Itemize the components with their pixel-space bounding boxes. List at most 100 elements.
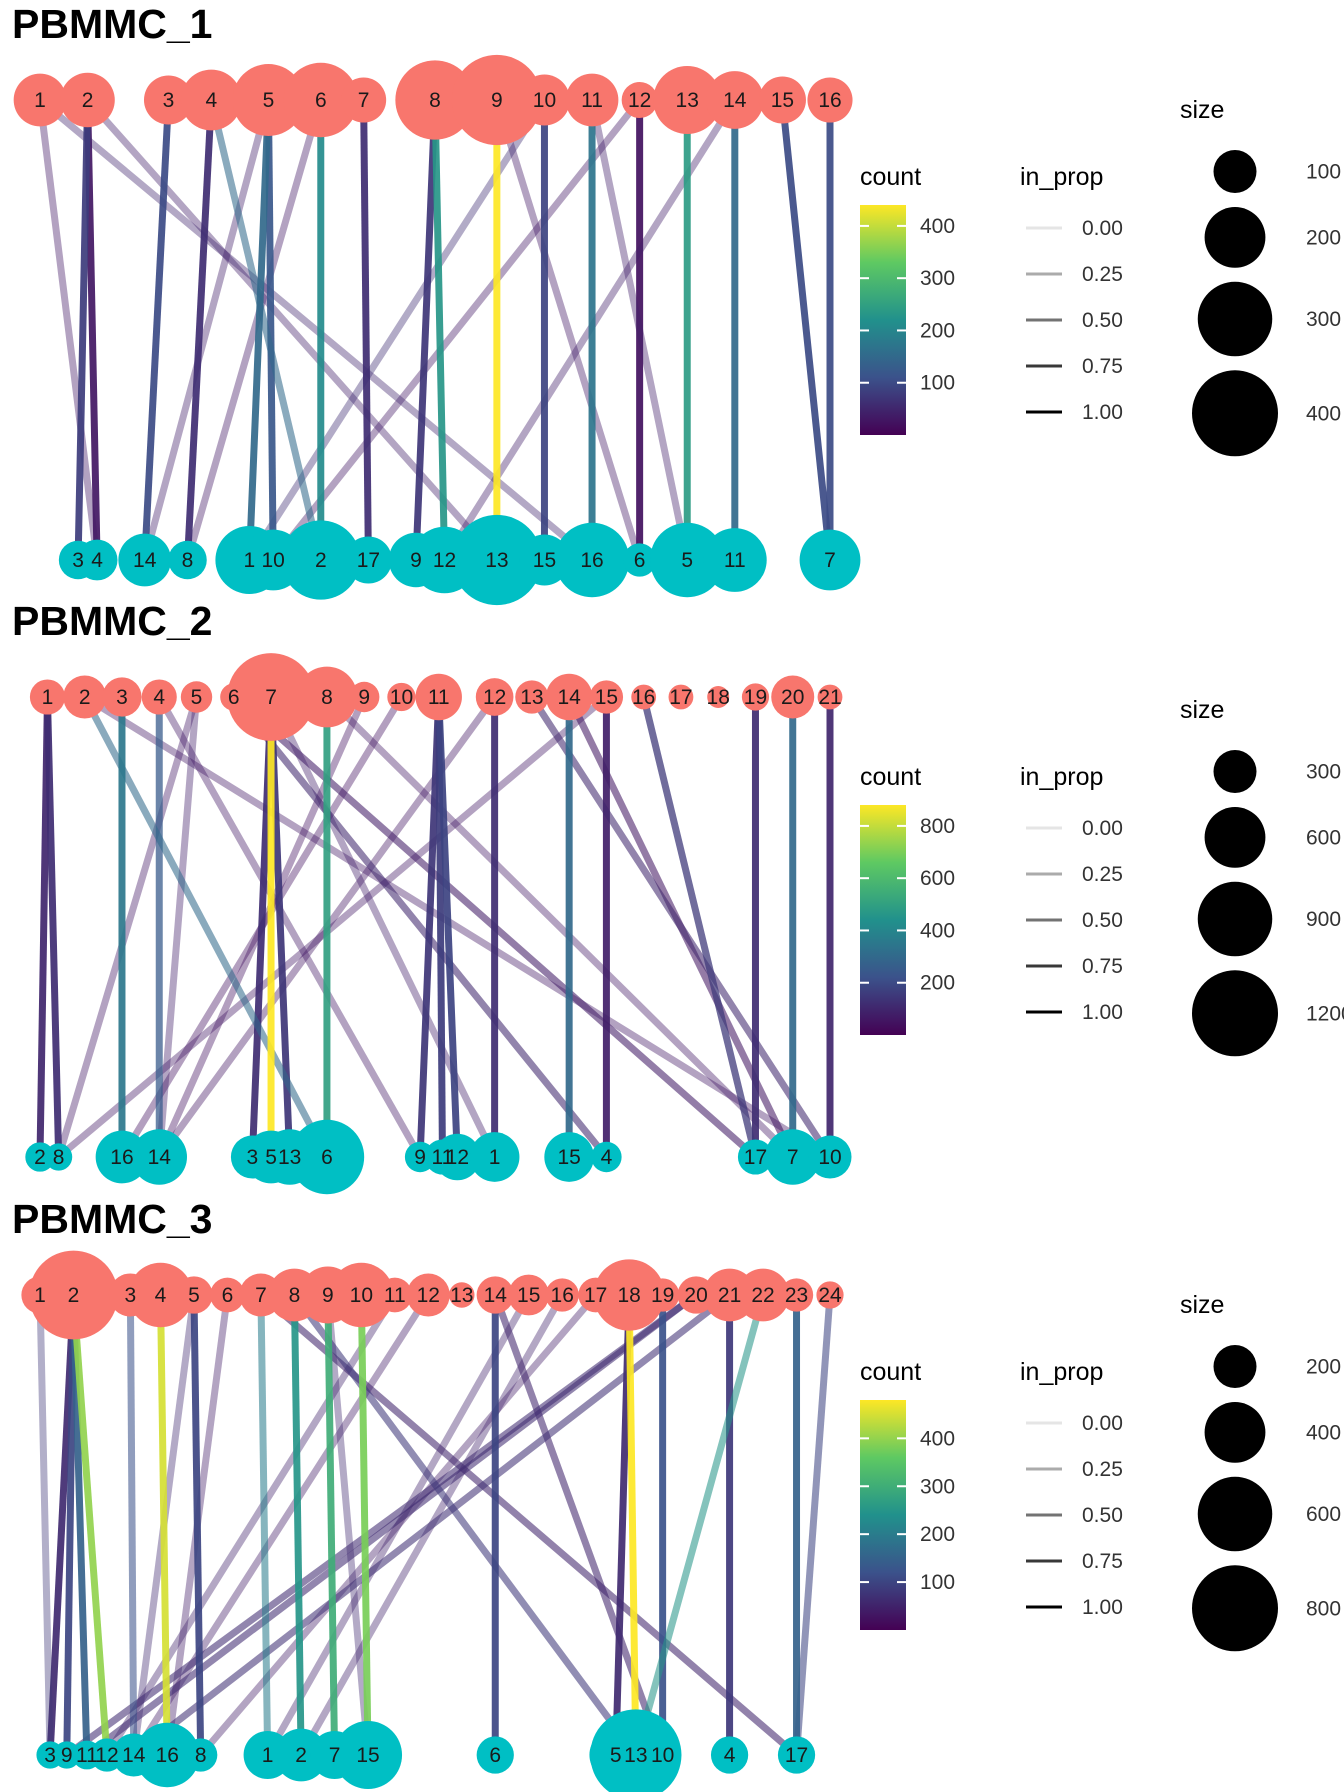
top-node-label: 20 — [684, 1284, 707, 1307]
count-legend-title: count — [860, 763, 921, 791]
bottom-node-label: 11 — [724, 549, 746, 572]
top-node-13 — [653, 66, 722, 134]
bottom-node-label: 15 — [356, 1744, 379, 1767]
top-node-label: 6 — [315, 89, 327, 112]
bottom-node-6 — [622, 543, 657, 577]
top-node-24 — [816, 1281, 844, 1309]
top-node-label: 8 — [321, 686, 333, 709]
top-node-label: 4 — [153, 686, 165, 709]
bottom-node-15 — [544, 1132, 594, 1182]
size-label: 600 — [1306, 1503, 1341, 1526]
in-prop-label: 0.75 — [1082, 955, 1123, 978]
top-node-3 — [143, 75, 194, 125]
edge-2-to-12 — [69, 1294, 111, 1756]
bottom-node-label: 13 — [485, 549, 508, 572]
panel-title: PBMMC_3 — [12, 1196, 212, 1242]
size-key — [1197, 281, 1273, 357]
bottom-node-label: 8 — [182, 549, 194, 572]
top-node-label: 6 — [228, 686, 240, 709]
edge-5-to-1 — [245, 99, 272, 561]
size-key — [1213, 1345, 1257, 1388]
count-tick-label: 800 — [920, 815, 955, 838]
in-prop-label: 1.00 — [1082, 1001, 1123, 1024]
top-node-15 — [508, 1274, 550, 1316]
size-legend-title: size — [1180, 696, 1224, 724]
size-legend: size 300 600 900 1200 — [1180, 696, 1344, 1057]
bottom-node-4 — [591, 1141, 622, 1173]
top-node-label: 18 — [617, 1284, 640, 1307]
top-node-label: 13 — [676, 89, 699, 112]
edge-6-to-4 — [231, 694, 610, 1160]
edge-1-to-8 — [43, 696, 63, 1158]
size-label: 600 — [1306, 826, 1341, 849]
count-tick-label: 200 — [920, 1523, 955, 1546]
top-node-7 — [227, 653, 315, 741]
bottom-node-label: 1 — [244, 549, 256, 572]
edge-9-to-7 — [324, 1294, 339, 1756]
top-node-8 — [296, 666, 358, 728]
bottom-nodes: 3 4 14 8 1 10 2 17 9 12 13 15 16 6 5 11 7 — [58, 514, 861, 606]
top-node-label: 5 — [188, 1284, 200, 1307]
size-label: 1200 — [1306, 1002, 1344, 1025]
top-node-label: 14 — [557, 686, 581, 709]
top-node-7 — [341, 77, 387, 123]
edge-4-to-9 — [156, 695, 424, 1159]
top-node-12 — [475, 678, 514, 716]
edge-18-to-13 — [625, 1294, 640, 1756]
bottom-node-label: 4 — [724, 1744, 736, 1767]
top-node-6 — [283, 62, 359, 138]
panel-title: PBMMC_2 — [12, 598, 212, 644]
edge-9-to-6 — [493, 98, 643, 562]
edge-24-to-17 — [793, 1294, 834, 1756]
top-node-8 — [395, 60, 475, 140]
bottom-node-5 — [649, 522, 725, 598]
top-node-11 — [565, 73, 619, 127]
bottom-node-4 — [710, 1736, 749, 1774]
top-node-label: 21 — [718, 1284, 741, 1307]
top-node-1 — [13, 73, 67, 127]
bottom-node-label: 3 — [247, 1146, 259, 1169]
top-node-label: 14 — [723, 89, 747, 112]
count-legend-title: count — [860, 163, 921, 191]
top-node-label: 16 — [818, 89, 841, 112]
panel-2: PBMMC_21 2 3 4 5 6 7 8 9 10 11 12 13 14 15 16 17 18 19 20 21… — [12, 598, 1344, 1195]
edge-7-to-1 — [257, 1294, 272, 1756]
top-node-5 — [232, 64, 305, 136]
size-key — [1192, 1565, 1278, 1652]
top-node-label: 1 — [42, 686, 54, 709]
bottom-node-label: 13 — [624, 1744, 647, 1767]
size-label: 300 — [1306, 308, 1341, 331]
bottom-node-label: 16 — [580, 549, 603, 572]
bottom-node-label: 11 — [76, 1744, 98, 1767]
size-legend: size 200 400 600 800 — [1180, 1291, 1341, 1652]
bottom-node-label: 1 — [489, 1146, 501, 1169]
count-tick-label: 600 — [920, 867, 955, 890]
in-prop-legend: in_prop 0.00 0.25 0.50 0.75 1.00 — [1020, 1358, 1123, 1619]
in-prop-label: 0.50 — [1082, 909, 1123, 932]
edge-11-to-5 — [588, 99, 691, 561]
top-node-5 — [175, 1276, 213, 1314]
bottom-node-10 — [644, 1736, 682, 1774]
in-prop-label: 0.25 — [1082, 263, 1123, 286]
top-node-label: 16 — [551, 1284, 574, 1307]
bottom-node-label: 17 — [785, 1744, 808, 1767]
bottom-node-label: 8 — [195, 1744, 207, 1767]
top-node-label: 7 — [265, 686, 277, 709]
in-prop-legend-title: in_prop — [1020, 763, 1103, 791]
top-node-label: 1 — [34, 1284, 46, 1307]
bottom-node-label: 15 — [533, 549, 556, 572]
top-node-label: 19 — [744, 686, 767, 709]
bottom-node-label: 1 — [262, 1744, 274, 1767]
bottom-node-label: 17 — [744, 1146, 767, 1169]
edge-2-to-10 — [82, 694, 832, 1160]
top-node-9 — [348, 681, 380, 713]
top-node-label: 16 — [632, 686, 655, 709]
edge-2-to-13 — [84, 97, 500, 563]
top-node-label: 2 — [79, 686, 91, 709]
count-legend: count 100 200 300 400 — [860, 163, 955, 435]
top-node-label: 15 — [517, 1284, 540, 1307]
top-node-18 — [707, 686, 730, 708]
top-node-label: 3 — [116, 686, 128, 709]
